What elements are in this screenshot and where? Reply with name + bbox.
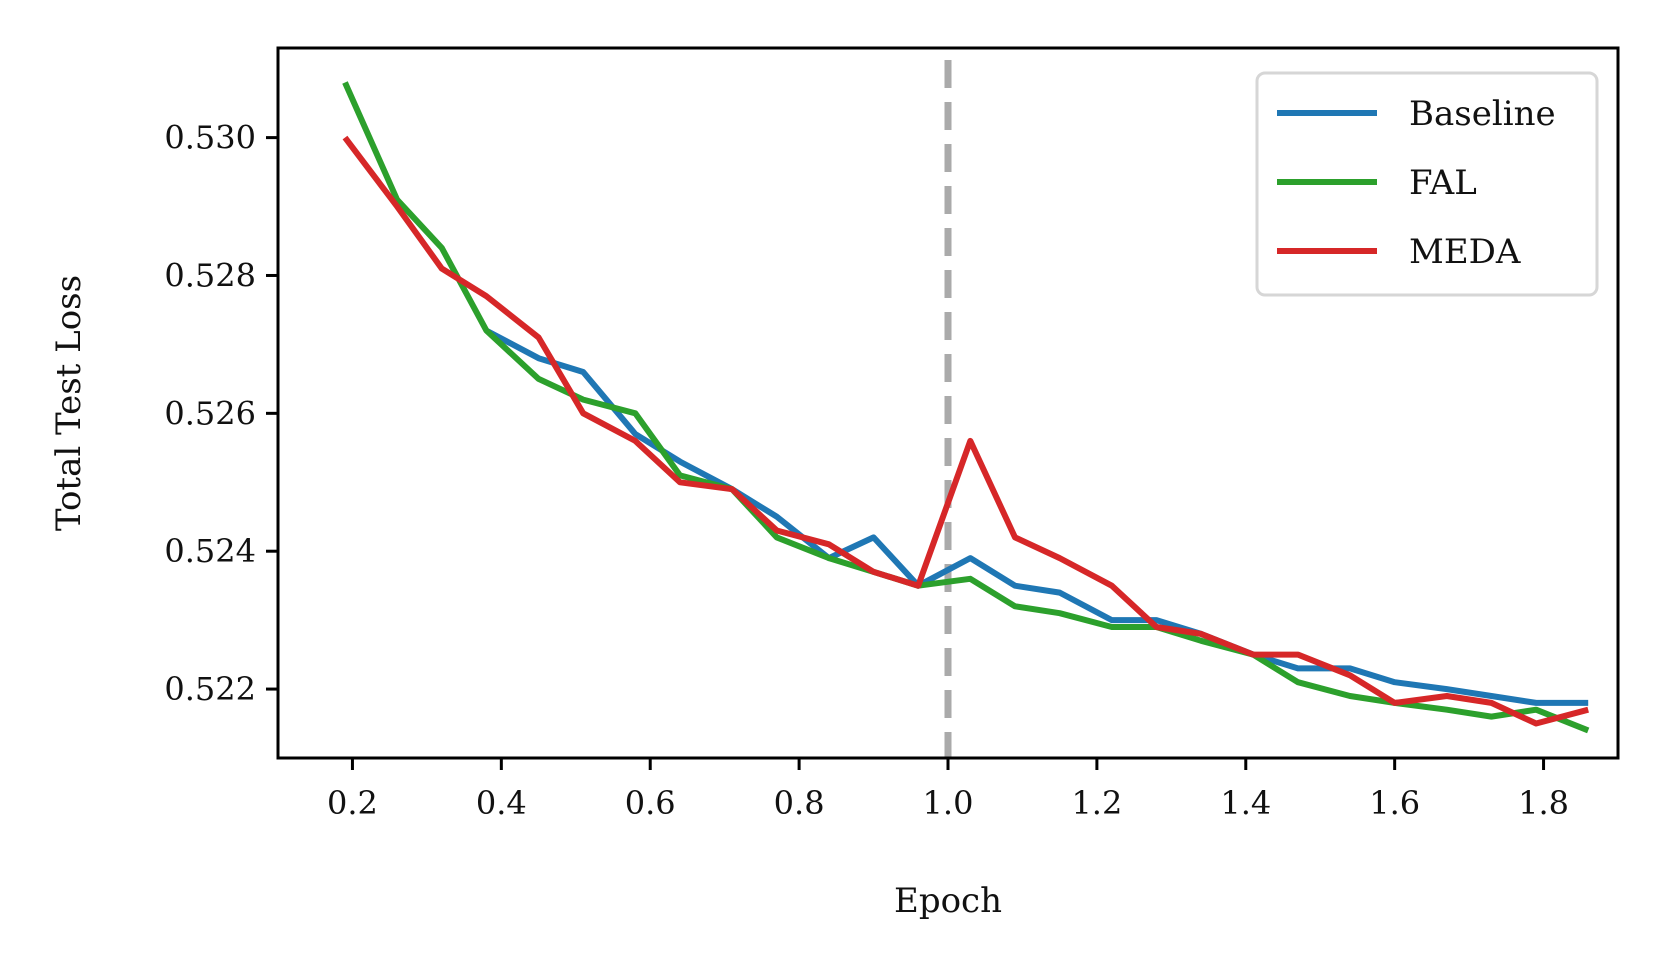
x-axis-ticks: 0.2 0.4 0.6 0.8 1.0 1.2 1.4 1.6 1.8 xyxy=(327,758,1569,822)
x-tick-label: 0.6 xyxy=(625,784,676,822)
legend-label-baseline: Baseline xyxy=(1409,94,1556,134)
y-tick-label: 0.522 xyxy=(164,670,256,708)
x-tick-label: 0.2 xyxy=(327,784,378,822)
series-line-fal xyxy=(342,81,1590,734)
y-tick-label: 0.524 xyxy=(164,532,256,570)
x-tick-label: 1.4 xyxy=(1220,784,1271,822)
x-tick-label: 0.4 xyxy=(476,784,527,822)
series-line-baseline xyxy=(484,327,1589,706)
legend: Baseline FAL MEDA xyxy=(1255,71,1599,297)
y-tick-label: 0.526 xyxy=(164,394,256,432)
x-tick-label: 1.2 xyxy=(1071,784,1122,822)
y-axis-ticks: 0.522 0.524 0.526 0.528 0.530 xyxy=(164,119,278,708)
x-axis-label: Epoch xyxy=(894,881,1002,921)
legend-box xyxy=(1255,71,1599,297)
legend-label-meda: MEDA xyxy=(1409,232,1521,272)
y-axis-label: Total Test Loss xyxy=(49,275,89,531)
series-layer xyxy=(342,81,1590,734)
y-tick-label: 0.530 xyxy=(164,119,256,157)
x-tick-label: 1.8 xyxy=(1518,784,1569,822)
legend-label-fal: FAL xyxy=(1409,163,1477,203)
y-tick-label: 0.528 xyxy=(164,256,256,294)
x-tick-label: 1.0 xyxy=(923,784,974,822)
x-tick-label: 0.8 xyxy=(774,784,825,822)
x-tick-label: 1.6 xyxy=(1369,784,1420,822)
series-line-meda xyxy=(342,135,1589,727)
